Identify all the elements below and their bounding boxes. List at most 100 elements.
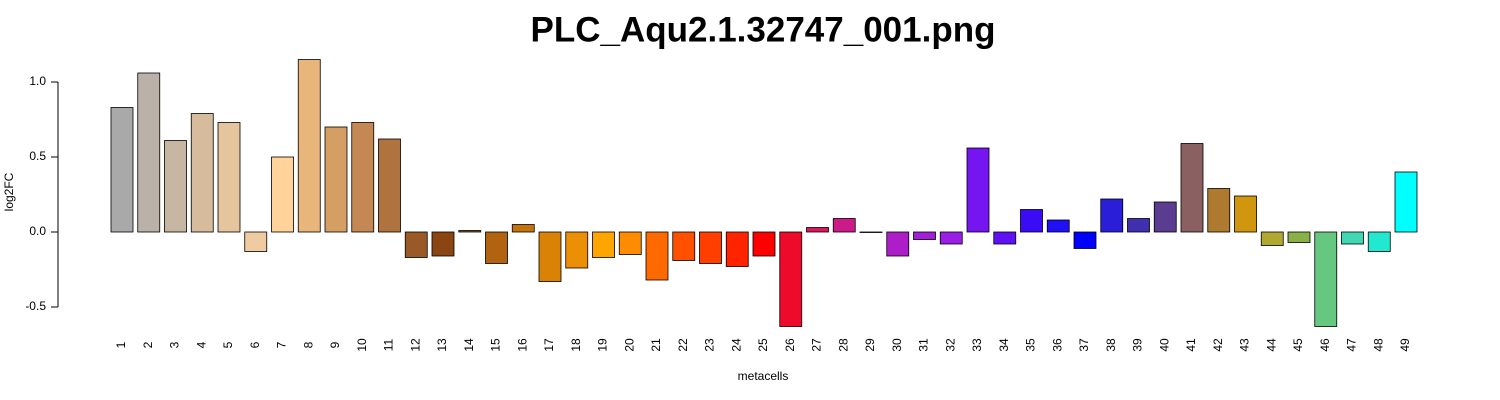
bar (190, 113, 214, 233)
x-tick-label: 33 (970, 338, 984, 352)
x-tick-label: 32 (943, 338, 957, 352)
bar (913, 231, 936, 240)
bar (404, 231, 428, 258)
x-tick-label: 4 (194, 341, 208, 348)
x-tick-label: 39 (1131, 338, 1145, 352)
y-tick-label: 0.5 (29, 149, 46, 163)
x-tick-label: 48 (1371, 338, 1385, 352)
x-tick-label: 34 (997, 338, 1011, 352)
bar (1100, 198, 1124, 233)
bar (966, 147, 990, 233)
bar (592, 231, 615, 258)
x-tick-label: 15 (489, 338, 503, 352)
x-tick-label: 2 (141, 341, 155, 348)
bar (110, 107, 134, 233)
x-tick-label: 14 (462, 338, 476, 352)
bar (1073, 231, 1097, 249)
bar (1394, 171, 1418, 233)
chart-title: PLC_Aqu2.1.32747_001.png (531, 10, 996, 49)
x-tick-label: 31 (917, 338, 931, 352)
bar (378, 138, 401, 233)
x-axis-label: metacells (738, 369, 789, 383)
bar (752, 231, 776, 257)
x-tick-label: 38 (1104, 338, 1118, 352)
y-tick-label: 0.0 (29, 224, 46, 238)
bar (458, 230, 482, 233)
bar (137, 72, 161, 233)
x-tick-label: 16 (515, 338, 529, 352)
x-tick-label: 1 (114, 341, 128, 348)
y-axis-label: log2FC (2, 172, 16, 211)
x-tick-label: 11 (382, 338, 396, 351)
bar (618, 231, 642, 255)
bar (832, 218, 856, 233)
bar (244, 231, 268, 252)
bar (1127, 218, 1150, 233)
x-tick-label: 47 (1345, 338, 1359, 352)
x-tick-label: 6 (248, 341, 262, 348)
x-tick-label: 21 (649, 338, 663, 352)
bar (351, 122, 375, 233)
x-tick-label: 20 (622, 338, 636, 352)
bar (725, 231, 749, 267)
x-tick-label: 49 (1398, 338, 1412, 352)
y-tick-label: -0.5 (25, 299, 46, 313)
x-tick-label: 40 (1157, 338, 1171, 352)
x-tick-label: 5 (221, 341, 235, 348)
bar (1207, 188, 1231, 233)
bar (1180, 143, 1204, 233)
bar (939, 231, 963, 245)
x-tick-label: 8 (301, 341, 315, 348)
bar (1287, 231, 1311, 243)
bar (1046, 219, 1070, 233)
x-tick-label: 45 (1291, 338, 1305, 352)
x-tick-label: 18 (569, 338, 583, 352)
bar (645, 231, 669, 281)
x-tick-label: 13 (435, 338, 449, 352)
bar (485, 231, 508, 264)
bar (297, 59, 321, 233)
x-tick-label: 17 (542, 338, 556, 352)
bar (993, 231, 1017, 245)
x-tick-label: 12 (408, 338, 422, 352)
x-tick-label: 22 (676, 338, 690, 352)
x-tick-label: 3 (168, 341, 182, 348)
x-tick-label: 25 (756, 338, 770, 352)
bar (672, 231, 696, 261)
x-tick-label: 26 (783, 338, 797, 352)
bar (1314, 231, 1338, 327)
x-tick-label: 44 (1264, 338, 1278, 352)
bar (1341, 231, 1364, 245)
bar (164, 140, 187, 233)
bar (806, 227, 829, 233)
x-tick-label: 43 (1238, 338, 1252, 352)
bar (1153, 201, 1177, 233)
x-tick-label: 28 (836, 338, 850, 352)
bar (565, 231, 589, 269)
x-tick-label: 24 (729, 338, 743, 352)
bar (886, 231, 910, 257)
bar (859, 231, 883, 233)
x-tick-label: 36 (1050, 338, 1064, 352)
x-tick-label: 46 (1318, 338, 1332, 352)
bar (1234, 195, 1257, 233)
x-tick-label: 29 (863, 338, 877, 352)
x-tick-label: 19 (596, 338, 610, 352)
bar (431, 231, 455, 257)
x-tick-label: 9 (328, 341, 342, 348)
bar (699, 231, 722, 264)
bar (271, 156, 294, 233)
y-tick-label: 1.0 (29, 74, 46, 88)
x-tick-label: 37 (1077, 338, 1091, 352)
x-tick-label: 30 (890, 338, 904, 352)
bar (511, 224, 535, 233)
x-tick-label: 35 (1024, 338, 1038, 352)
x-tick-label: 42 (1211, 338, 1225, 352)
x-tick-label: 41 (1184, 338, 1198, 352)
bar (1020, 209, 1043, 233)
bar (538, 231, 562, 282)
bar (779, 231, 803, 327)
x-tick-label: 23 (703, 338, 717, 352)
bar (324, 126, 348, 233)
